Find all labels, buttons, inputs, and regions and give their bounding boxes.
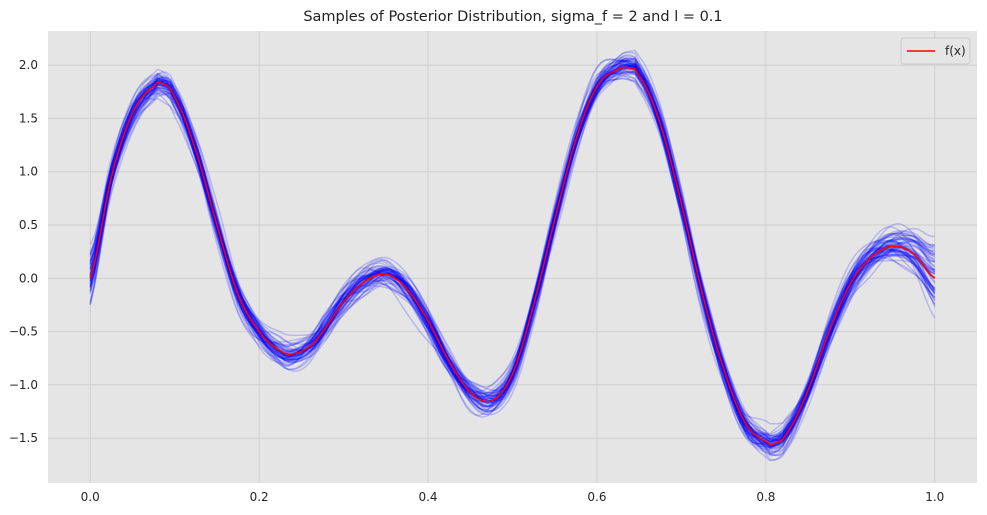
sample-line <box>89 69 935 450</box>
x-tick-label: 0.0 <box>81 490 100 504</box>
plot-area <box>48 31 977 483</box>
y-tick-label: −1.0 <box>9 378 38 392</box>
x-tick-label: 0.2 <box>250 490 269 504</box>
sample-line <box>89 57 936 445</box>
y-tick-label: 0.5 <box>19 218 38 232</box>
x-tick-label: 0.6 <box>587 490 606 504</box>
x-axis-ticks: 0.0 0.2 0.4 0.6 0.8 1.0 <box>81 490 945 504</box>
sample-line <box>89 59 936 448</box>
sample-line <box>89 76 935 455</box>
y-axis-ticks: −1.5 −1.0 −0.5 0.0 0.5 1.0 1.5 2.0 <box>9 58 38 445</box>
sample-line <box>89 69 936 461</box>
sample-line <box>89 68 936 453</box>
sample-line <box>89 63 936 441</box>
sample-line <box>89 58 936 457</box>
sample-line <box>89 69 936 442</box>
legend-box <box>900 37 971 65</box>
sample-line <box>89 49 936 462</box>
sample-line <box>89 59 936 441</box>
chart-title: Samples of Posterior Distribution, sigma… <box>303 9 722 25</box>
y-tick-label: 2.0 <box>19 58 38 72</box>
y-tick-label: −1.5 <box>9 431 38 445</box>
y-tick-label: 1.5 <box>19 111 38 125</box>
sample-line <box>89 59 936 447</box>
x-tick-label: 1.0 <box>925 490 944 504</box>
sample-line <box>89 57 936 439</box>
x-tick-label: 0.4 <box>418 490 437 504</box>
sample-line <box>89 58 936 457</box>
sample-line <box>89 71 936 457</box>
sample-line <box>89 65 936 445</box>
legend-label-fx: f(x) <box>945 44 966 58</box>
sample-line <box>89 77 936 448</box>
sample-line <box>89 64 935 446</box>
sample-line <box>89 65 935 451</box>
sample-line <box>89 66 936 448</box>
sample-line <box>89 56 936 425</box>
sample-line <box>89 68 936 448</box>
sample-line <box>89 53 936 438</box>
sample-line <box>89 63 936 443</box>
mean-line-fx <box>89 66 936 446</box>
sample-line <box>89 62 936 441</box>
sample-line <box>89 57 936 451</box>
x-tick-label: 0.8 <box>756 490 775 504</box>
y-tick-label: −0.5 <box>9 325 38 339</box>
sample-line <box>89 58 936 438</box>
sample-line <box>89 57 935 436</box>
legend: f(x) <box>900 37 971 65</box>
mean-series <box>89 66 936 446</box>
sample-line <box>89 75 935 443</box>
y-tick-label: 1.0 <box>19 165 38 179</box>
y-tick-label: 0.0 <box>19 271 38 285</box>
sample-line <box>89 70 935 443</box>
